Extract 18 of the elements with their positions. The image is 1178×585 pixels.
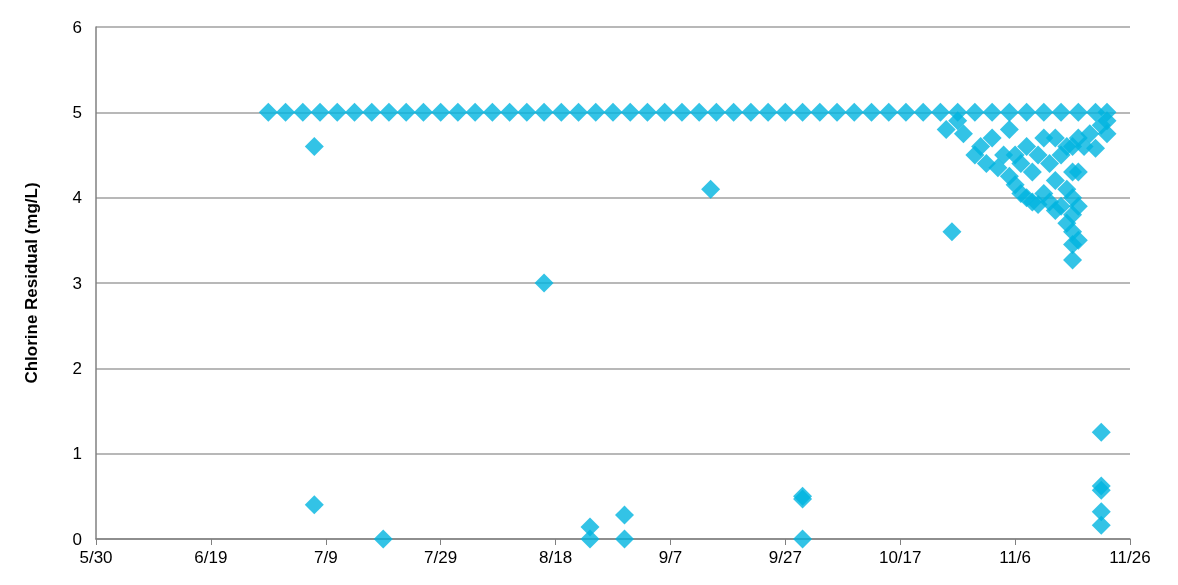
x-tick-label: 11/26 bbox=[1109, 548, 1151, 567]
y-tick-label: 4 bbox=[72, 188, 82, 208]
y-tick-label: 1 bbox=[72, 444, 82, 464]
x-tick-label: 5/30 bbox=[79, 548, 113, 567]
y-axis-title: Chlorine Residual (mg/L) bbox=[22, 182, 41, 384]
x-tick-label: 7/9 bbox=[313, 548, 338, 567]
y-tick-label: 3 bbox=[72, 273, 82, 293]
x-tick-label: 10/17 bbox=[878, 548, 922, 567]
x-tick-label: 6/19 bbox=[194, 548, 228, 567]
x-tick-label: 11/6 bbox=[999, 548, 1032, 567]
x-tick-label: 9/27 bbox=[768, 548, 802, 567]
y-tick-label: 6 bbox=[72, 17, 82, 37]
y-tick-label: 2 bbox=[72, 358, 82, 378]
x-tick-label: 8/18 bbox=[539, 548, 573, 567]
y-tick-label: 5 bbox=[72, 102, 82, 122]
x-tick-label: 9/7 bbox=[658, 548, 683, 567]
x-tick-label: 7/29 bbox=[424, 548, 458, 567]
y-tick-label: 0 bbox=[72, 529, 82, 549]
